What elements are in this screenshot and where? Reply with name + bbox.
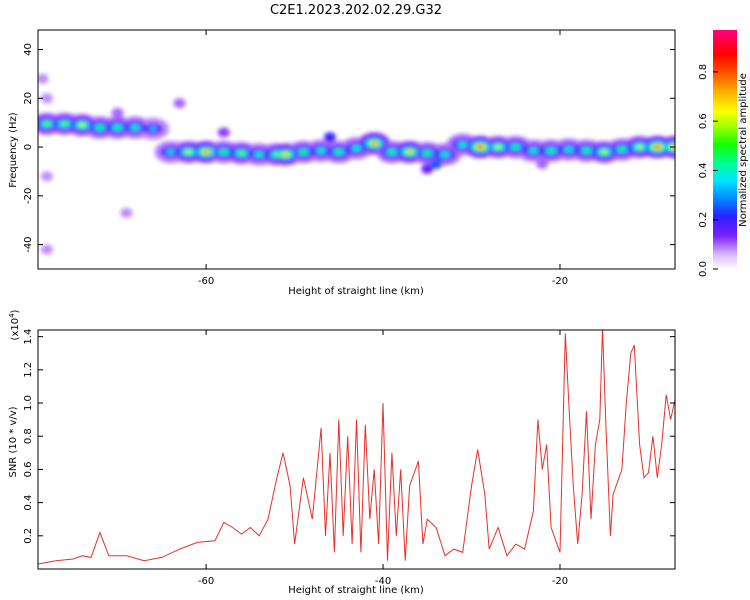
heatmap-blob: [421, 164, 434, 175]
snr-y-multiplier-exponent: 4: [8, 313, 16, 318]
heatmap-ridge-cell: [273, 152, 280, 157]
snr-y-tick-label: 0.4: [23, 495, 34, 511]
snr-y-multiplier: (x104): [8, 309, 21, 340]
heatmap-ridge-cell: [335, 150, 342, 154]
heatmap-ridge-cell: [495, 145, 502, 149]
colorbar-tick-label: 0.8: [698, 64, 709, 80]
heatmap-ridge-cell: [477, 145, 484, 149]
snr-series-line: [38, 330, 675, 565]
heatmap-ridge-cell: [618, 147, 625, 152]
heatmap-marks: [38, 73, 675, 255]
heatmap-y-tick-label: -40: [23, 236, 34, 252]
heatmap-x-tick-label: -60: [198, 276, 214, 287]
heatmap-blob: [111, 107, 124, 118]
snr-x-tick-label: -20: [552, 576, 568, 587]
heatmap-ridge-cell: [132, 125, 139, 130]
heatmap-ridge-cell: [238, 151, 245, 155]
colorbar-gradient: [713, 30, 737, 269]
heatmap-x-axis-label: Height of straight line (km): [288, 286, 424, 297]
heatmap-ridge-cell: [459, 142, 466, 147]
snr-y-tick-label: 0.8: [23, 428, 34, 444]
heatmap-ridge-cell: [636, 145, 643, 149]
heatmap-ridge-cell: [548, 148, 555, 153]
snr-y-axis-label: SNR (10 * v/v): [8, 406, 19, 477]
colorbar-tick-label: 0.0: [698, 261, 709, 277]
heatmap-y-tick-label: -20: [23, 188, 34, 204]
heatmap-ridge-cell: [353, 146, 360, 151]
heatmap-ridge-cell: [583, 148, 590, 153]
heatmap-ridge-cell: [150, 126, 157, 131]
heatmap-y-tick-label: 0: [23, 144, 34, 150]
colorbar-tick-label: 0.6: [698, 113, 709, 129]
heatmap-blob: [40, 93, 53, 104]
heatmap-ridge-cell: [282, 152, 289, 157]
heatmap-ridge-cell: [318, 148, 325, 153]
heatmap-ridge-cell: [441, 152, 448, 157]
heatmap-ridge-cell: [601, 150, 608, 154]
heatmap-ridge-cell: [167, 150, 174, 154]
colorbar-label: Normalized spectral amplitude: [738, 73, 749, 227]
snr-y-tick-label: 1.0: [23, 395, 34, 411]
heatmap-ridge-cell: [203, 150, 210, 154]
heatmap-ridge-cell: [114, 125, 121, 130]
page-title: C2E1.2023.202.02.29.G32: [270, 3, 442, 18]
heatmap-ridge-cell: [220, 150, 227, 154]
snr-x-axis-label: Height of straight line (km): [288, 585, 424, 596]
heatmap-ridge-cell: [256, 152, 263, 157]
heatmap-blob: [430, 159, 443, 170]
snr-y-tick-label: 1.2: [23, 362, 34, 378]
heatmap-blob: [323, 132, 336, 143]
heatmap-ridge-cell: [424, 151, 431, 155]
snr-x-tick-label: -60: [198, 576, 214, 587]
heatmap-blob: [40, 171, 53, 182]
heatmap-panel: -60 -20 -40 -20 0 20 40 Height of straight lin…: [8, 29, 676, 297]
heatmap-x-tick-label: -20: [552, 276, 568, 287]
heatmap-blob: [173, 98, 186, 109]
snr-axes: -60 -40 -20 0.2 0.4 0.6 0.8 1.0 1.2 1.4: [23, 329, 675, 587]
heatmap-plot-frame: [37, 29, 676, 270]
colorbar-axis: 0.0 0.2 0.4 0.6 0.8: [698, 64, 718, 277]
snr-y-tick-label: 0.6: [23, 461, 34, 477]
heatmap-ridge-cell: [654, 145, 661, 149]
heatmap-y-axis-label: Frequency (Hz): [8, 112, 19, 188]
heatmap-axes: -60 -20 -40 -20 0 20 40: [23, 30, 675, 287]
colorbar-tick-label: 0.4: [698, 162, 709, 178]
heatmap-ridge-cell: [565, 147, 572, 152]
heatmap-ridge-cell: [406, 150, 413, 154]
heatmap-ridge-cell: [61, 122, 68, 126]
snr-panel: -60 -40 -20 0.2 0.4 0.6 0.8 1.0 1.2 1.4 Height of…: [8, 309, 676, 596]
heatmap-y-tick-label: 40: [23, 43, 34, 56]
snr-y-tick-label: 0.2: [23, 528, 34, 544]
colorbar-tick-label: 0.2: [698, 212, 709, 228]
colorbar: 0.0 0.2 0.4 0.6 0.8 Normalized spectral ampl…: [698, 30, 749, 277]
heatmap-ridge-cell: [185, 150, 192, 154]
heatmap-ridge-cell: [388, 150, 395, 154]
heatmap-blob: [217, 127, 230, 138]
heatmap-ridge-cell: [300, 150, 307, 154]
snr-y-tick-label: 1.4: [23, 329, 34, 345]
snr-x-tick-label: -40: [375, 576, 391, 587]
heatmap-ridge-cell: [96, 125, 103, 130]
heatmap-y-tick-label: 20: [23, 92, 34, 105]
heatmap-blob: [38, 73, 49, 84]
heatmap-blob: [40, 244, 53, 255]
heatmap-blob: [536, 159, 549, 170]
snr-plot-frame: [37, 329, 676, 570]
heatmap-blob: [120, 207, 133, 218]
heatmap-ridge-cell: [79, 123, 86, 127]
heatmap-ridge-cell: [512, 145, 519, 149]
heatmap-ridge-cell: [43, 122, 50, 126]
heatmap-ridge-cell: [530, 148, 537, 153]
heatmap-ridge-cell: [371, 141, 378, 146]
